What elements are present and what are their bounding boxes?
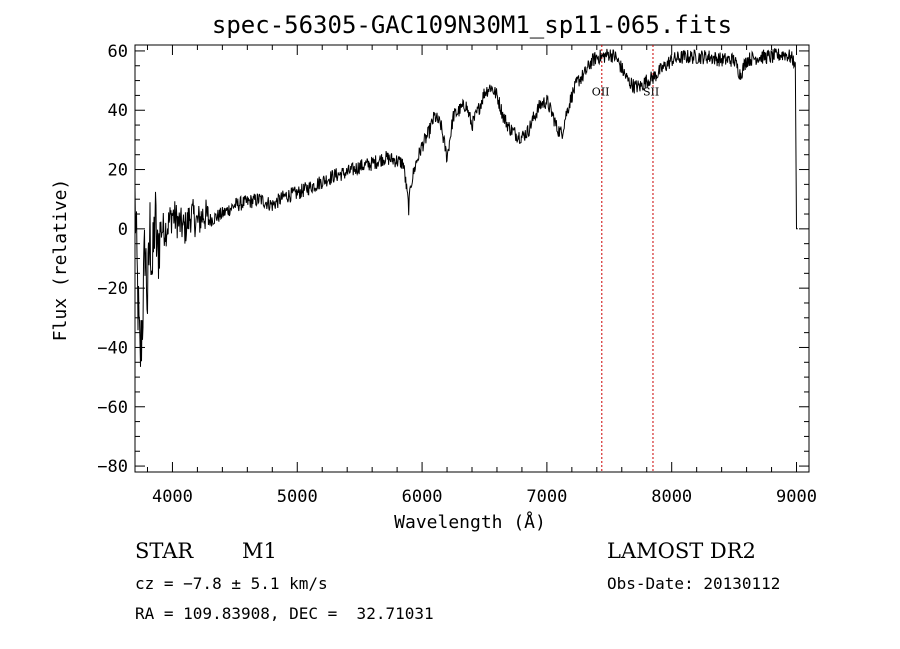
y-tick-label: −20 bbox=[97, 279, 128, 299]
y-tick-label: 20 bbox=[108, 161, 128, 181]
plot-frame bbox=[134, 44, 810, 473]
y-tick-label: 40 bbox=[108, 101, 128, 121]
x-tick-label: 4000 bbox=[152, 487, 193, 507]
marker-label: SII bbox=[643, 85, 659, 98]
marker-label: OII bbox=[592, 85, 610, 98]
x-axis-ticks bbox=[146, 45, 798, 472]
x-tick-label: 9000 bbox=[776, 487, 817, 507]
y-tick-label: 0 bbox=[118, 220, 128, 240]
survey-label: LAMOST DR2 bbox=[607, 539, 756, 563]
y-axis-label: Flux (relative) bbox=[50, 179, 71, 342]
y-tick-label: −80 bbox=[97, 457, 128, 477]
y-tick-label: −60 bbox=[97, 398, 128, 418]
x-tick-label: 6000 bbox=[402, 487, 443, 507]
chart-title: spec-56305-GAC109N30M1_sp11-065.fits bbox=[212, 11, 732, 39]
x-axis-tick-labels: 4000 5000 6000 7000 8000 9000 bbox=[152, 487, 817, 507]
subclass: M1 bbox=[242, 539, 277, 563]
redshift-text: cz = −7.8 ± 5.1 km/s bbox=[135, 574, 328, 593]
x-axis-label: Wavelength (Å) bbox=[394, 511, 546, 533]
x-tick-label: 7000 bbox=[526, 487, 567, 507]
spectrum-chart: spec-56305-GAC109N30M1_sp11-065.fits 400… bbox=[50, 11, 817, 533]
object-type: STAR bbox=[135, 539, 194, 563]
spectrum-line bbox=[134, 47, 798, 367]
y-axis-ticks bbox=[135, 50, 809, 467]
x-tick-label: 5000 bbox=[277, 487, 318, 507]
y-axis-tick-labels: −80 −60 −40 −20 0 20 40 60 bbox=[97, 42, 128, 477]
y-tick-label: 60 bbox=[108, 42, 128, 62]
x-tick-label: 8000 bbox=[651, 487, 692, 507]
line-markers: OII SII bbox=[592, 45, 659, 472]
radec-text: RA = 109.83908, DEC = 32.71031 bbox=[135, 604, 434, 623]
obs-date-text: Obs-Date: 20130112 bbox=[607, 574, 781, 593]
y-tick-label: −40 bbox=[97, 338, 128, 358]
